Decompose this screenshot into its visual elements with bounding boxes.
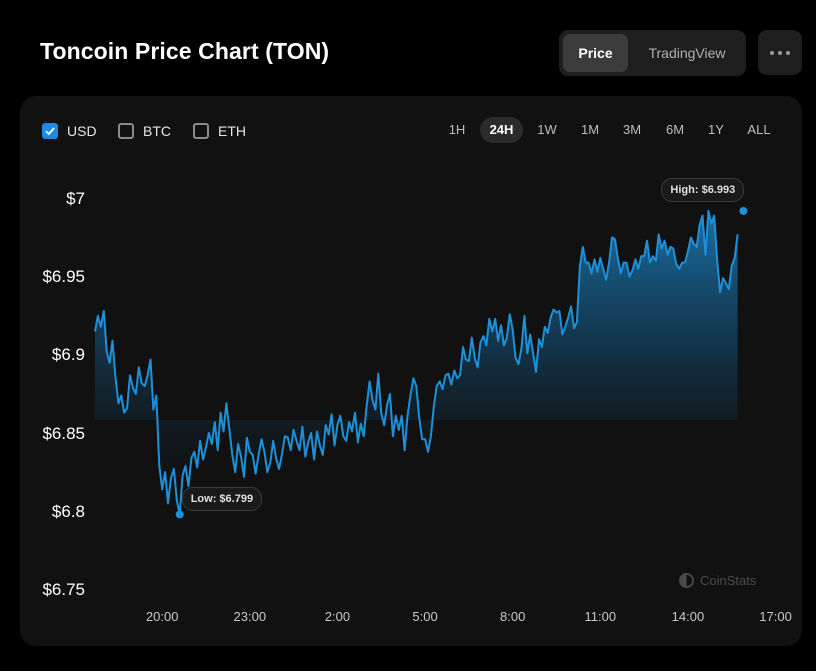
coinstats-watermark: CoinStats <box>679 571 756 589</box>
period-all[interactable]: ALL <box>747 122 771 137</box>
watermark-text: CoinStats <box>700 572 757 588</box>
more-dot <box>786 50 790 55</box>
price-area <box>95 210 738 515</box>
x-tick-label: 20:00 <box>145 609 179 624</box>
period-6m[interactable]: 6M <box>665 122 685 137</box>
currency-label: USD <box>67 123 97 139</box>
high-annotation: High: $6.993 <box>661 177 745 202</box>
more-options-button[interactable] <box>758 30 802 75</box>
checkbox-checked-icon <box>42 123 58 139</box>
period-1h[interactable]: 1H <box>448 122 466 137</box>
currency-label: ETH <box>218 123 246 139</box>
currency-btc-checkbox[interactable]: BTC <box>118 122 171 140</box>
currency-label: BTC <box>143 123 171 139</box>
period-3m[interactable]: 3M <box>622 122 642 137</box>
more-dot <box>778 50 782 55</box>
page-title: Toncoin Price Chart (TON) <box>40 38 330 64</box>
y-tick-label: $6.85 <box>42 423 85 443</box>
y-tick-label: $6.8 <box>51 501 85 521</box>
tradingview-button[interactable]: TradingView <box>648 45 726 61</box>
y-tick-label: $6.75 <box>42 580 85 599</box>
y-tick-label: $7 <box>66 189 85 208</box>
checkbox-empty-icon <box>118 123 134 139</box>
price-view-button[interactable]: Price <box>563 34 628 72</box>
more-dots-icon <box>770 50 774 55</box>
x-tick-label: 8:00 <box>500 609 526 624</box>
x-tick-label: 5:00 <box>412 609 438 624</box>
view-toggle: Price TradingView <box>559 30 746 76</box>
x-tick-label: 23:00 <box>233 609 267 624</box>
high-point <box>739 206 748 215</box>
x-tick-label: 11:00 <box>584 609 617 624</box>
checkbox-empty-icon <box>193 123 209 139</box>
currency-usd-checkbox[interactable]: USD <box>42 122 97 140</box>
period-1m[interactable]: 1M <box>580 122 600 137</box>
low-point <box>175 510 184 519</box>
coinstats-logo-icon <box>679 572 694 588</box>
period-24h[interactable]: 24H <box>480 117 523 143</box>
price-line <box>94 209 739 516</box>
low-annotation: Low: $6.799 <box>181 487 263 512</box>
y-tick-label: $6.95 <box>42 267 85 287</box>
currency-eth-checkbox[interactable]: ETH <box>193 122 246 140</box>
x-tick-label: 17:00 <box>759 609 792 624</box>
x-tick-label: 2:00 <box>324 609 351 624</box>
period-1w[interactable]: 1W <box>537 122 557 137</box>
y-tick-label: $6.9 <box>51 345 85 365</box>
period-1y[interactable]: 1Y <box>708 122 724 137</box>
x-tick-label: 14:00 <box>671 609 705 624</box>
